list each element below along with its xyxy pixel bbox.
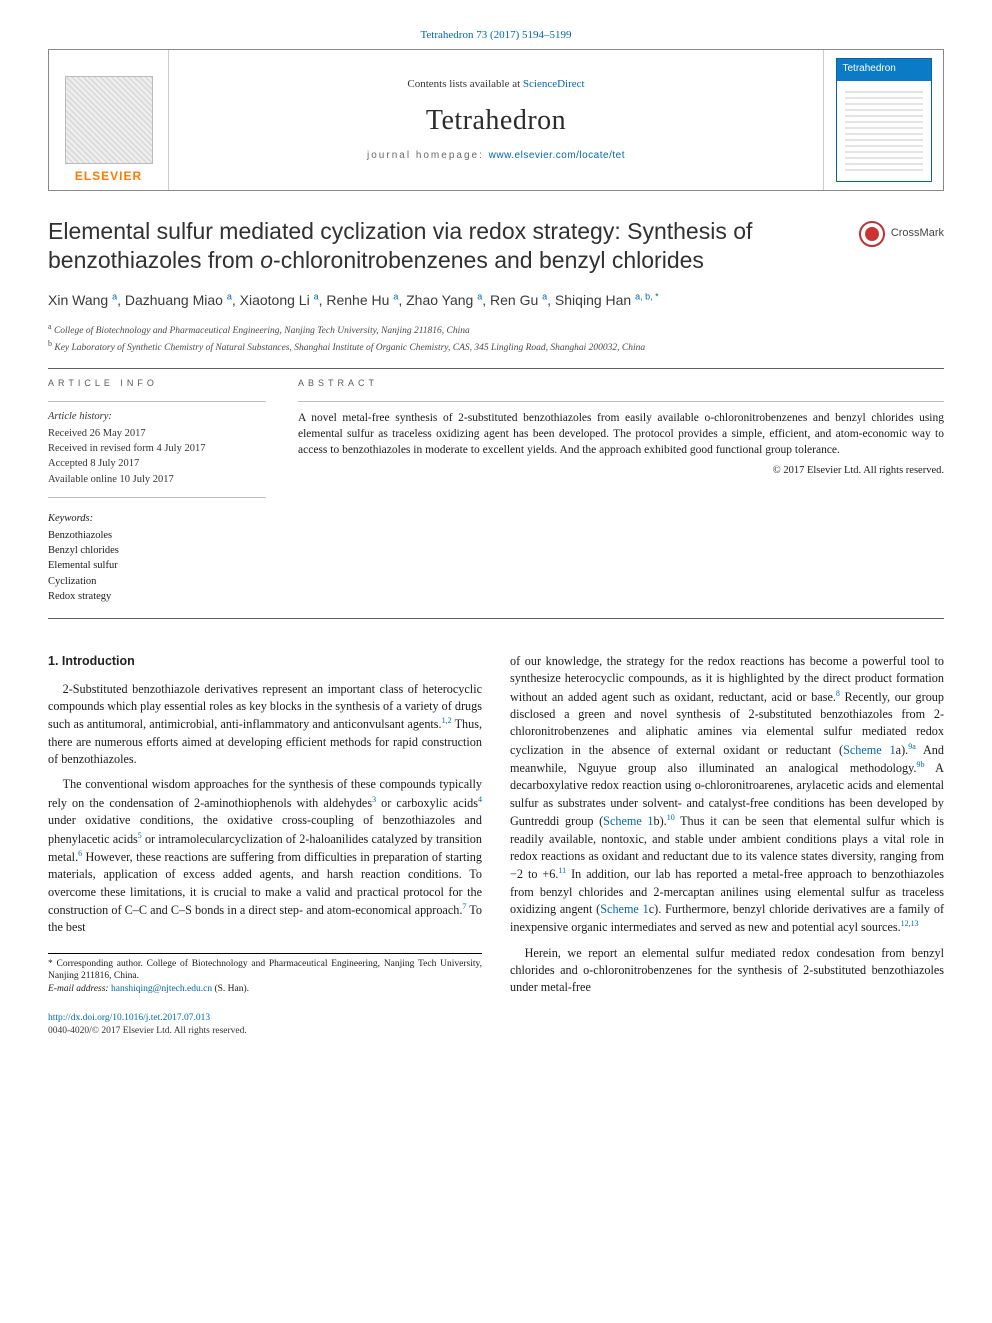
crossmark-label: CrossMark [891,226,944,241]
section-heading-intro: 1. Introduction [48,653,482,671]
affiliation-b: b Key Laboratory of Synthetic Chemistry … [48,338,944,355]
article-info-col: ARTICLE INFO Article history: Received 2… [48,377,266,604]
article-info-label: ARTICLE INFO [48,377,266,389]
cite-11[interactable]: 11 [558,866,566,875]
scheme-1c-link[interactable]: Scheme 1 [600,902,649,916]
masthead: ELSEVIER Contents lists available at Sci… [48,49,944,191]
body-columns: 1. Introduction 2-Substituted benzothiaz… [48,653,944,1000]
keyword: Cyclization [48,574,266,589]
keywords-label: Keywords: [48,512,266,526]
journal-homepage-line: journal homepage: www.elsevier.com/locat… [367,149,625,163]
cite-10[interactable]: 10 [667,813,675,822]
abstract-label: ABSTRACT [298,377,944,389]
corr-email-link[interactable]: hanshiqing@njtech.edu.cn [111,984,212,994]
publisher-word: ELSEVIER [75,168,142,184]
rule-kw-top [48,497,266,498]
affiliation-b-text: Key Laboratory of Synthetic Chemistry of… [54,343,645,353]
cite-4[interactable]: 4 [478,795,482,804]
p2b: or carboxylic acids [376,796,478,810]
keywords-list: Benzothiazoles Benzyl chlorides Elementa… [48,528,266,604]
p2e: However, these reactions are suffering f… [48,850,482,917]
keyword: Elemental sulfur [48,558,266,573]
rule-bottom-info [48,618,944,619]
abstract-col: ABSTRACT A novel metal-free synthesis of… [298,377,944,604]
affiliation-a: a College of Biotechnology and Pharmaceu… [48,321,944,338]
journal-homepage-link[interactable]: www.elsevier.com/locate/tet [489,150,625,161]
top-citation-link[interactable]: Tetrahedron 73 (2017) 5194–5199 [420,29,571,41]
cite-9a[interactable]: 9a [908,742,916,751]
history-accepted: Accepted 8 July 2017 [48,456,266,471]
article-title: Elemental sulfur mediated cyclization vi… [48,217,828,275]
doi-link[interactable]: http://dx.doi.org/10.1016/j.tet.2017.07.… [48,1013,210,1023]
affiliation-a-text: College of Biotechnology and Pharmaceuti… [54,326,470,336]
history-lines: Received 26 May 2017 Received in revised… [48,426,266,487]
corresponding-footnote: * Corresponding author. College of Biote… [48,953,482,996]
cite-12-13[interactable]: 12,13 [901,919,919,928]
email-label: E-mail address: [48,984,111,994]
journal-title: Tetrahedron [426,102,566,140]
contents-prefix: Contents lists available at [407,78,522,90]
corr-text: * Corresponding author. College of Biote… [48,958,482,984]
crossmark-icon [859,221,885,247]
history-revised: Received in revised form 4 July 2017 [48,441,266,456]
author-list: Xin Wang a, Dazhuang Miao a, Xiaotong Li… [48,290,944,310]
rule-top [48,368,944,369]
p3b2: a). [896,743,909,757]
scheme-1b-link[interactable]: Scheme 1 [603,814,653,828]
homepage-prefix: journal homepage: [367,150,489,161]
para-4: Herein, we report an elemental sulfur me… [510,945,944,997]
bottom-meta: http://dx.doi.org/10.1016/j.tet.2017.07.… [48,1012,944,1038]
crossmark-badge[interactable]: CrossMark [859,221,944,247]
para-2: The conventional wisdom approaches for t… [48,776,482,936]
history-received: Received 26 May 2017 [48,426,266,441]
journal-cover-label: Tetrahedron [843,62,896,76]
masthead-center: Contents lists available at ScienceDirec… [169,50,823,190]
history-label: Article history: [48,410,266,424]
scheme-1a-link[interactable]: Scheme 1 [843,743,896,757]
cite-1-2[interactable]: 1,2 [442,716,452,725]
affiliations: a College of Biotechnology and Pharmaceu… [48,321,944,356]
p1a: 2-Substituted benzothiazole derivatives … [48,682,482,732]
history-online: Available online 10 July 2017 [48,472,266,487]
para-3: of our knowledge, the strategy for the r… [510,653,944,937]
keyword: Benzothiazoles [48,528,266,543]
keyword: Redox strategy [48,589,266,604]
p3d2: b). [653,814,666,828]
email-suffix: (S. Han). [212,984,249,994]
corr-email-line: E-mail address: hanshiqing@njtech.edu.cn… [48,983,482,996]
title-ital: o [260,247,273,273]
journal-cover-thumb: Tetrahedron [836,58,932,182]
para-1: 2-Substituted benzothiazole derivatives … [48,681,482,769]
title-post: -chloronitrobenzenes and benzyl chloride… [273,247,704,273]
abstract-copyright: © 2017 Elsevier Ltd. All rights reserved… [298,464,944,478]
rule-abs [298,401,944,402]
top-citation: Tetrahedron 73 (2017) 5194–5199 [48,28,944,43]
contents-line: Contents lists available at ScienceDirec… [407,77,584,92]
journal-cover-cell: Tetrahedron [823,50,943,190]
sciencedirect-link[interactable]: ScienceDirect [523,78,585,90]
abstract-text: A novel metal-free synthesis of 2-substi… [298,410,944,458]
journal-cover-lines-icon [845,91,923,171]
elsevier-tree-icon [65,76,153,164]
publisher-cell: ELSEVIER [49,50,169,190]
rule-ai [48,401,266,402]
issn-copyright: 0040-4020/© 2017 Elsevier Ltd. All right… [48,1025,944,1038]
keyword: Benzyl chlorides [48,543,266,558]
